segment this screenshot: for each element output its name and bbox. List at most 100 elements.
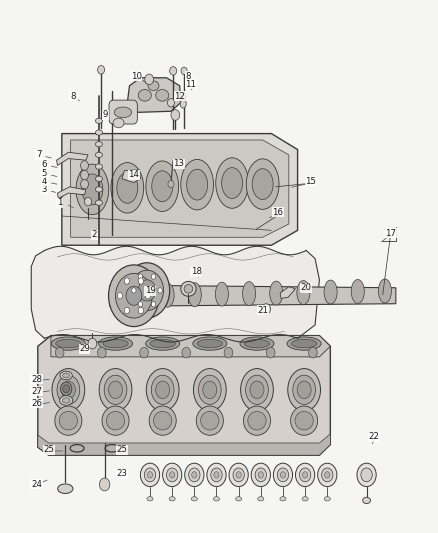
Polygon shape — [280, 287, 295, 298]
Ellipse shape — [95, 118, 102, 124]
Text: 2: 2 — [92, 230, 97, 239]
Ellipse shape — [215, 282, 229, 306]
Ellipse shape — [134, 284, 147, 308]
Circle shape — [98, 348, 106, 358]
Circle shape — [88, 338, 97, 349]
Circle shape — [255, 468, 266, 482]
Ellipse shape — [95, 200, 102, 205]
Circle shape — [182, 348, 191, 358]
Ellipse shape — [150, 340, 175, 348]
Ellipse shape — [191, 497, 198, 501]
Ellipse shape — [95, 142, 102, 147]
Circle shape — [138, 302, 143, 307]
Circle shape — [224, 348, 233, 358]
Text: 25: 25 — [43, 446, 54, 455]
Circle shape — [258, 472, 263, 478]
Circle shape — [109, 265, 159, 327]
Ellipse shape — [113, 118, 124, 128]
Polygon shape — [122, 169, 141, 182]
Ellipse shape — [153, 411, 172, 430]
Circle shape — [138, 280, 155, 301]
Ellipse shape — [169, 497, 175, 501]
Ellipse shape — [99, 337, 133, 350]
Ellipse shape — [287, 337, 321, 350]
Circle shape — [233, 468, 244, 482]
Ellipse shape — [60, 395, 73, 405]
Circle shape — [166, 468, 178, 482]
Circle shape — [158, 288, 162, 293]
Circle shape — [236, 472, 241, 478]
Ellipse shape — [155, 381, 170, 399]
Ellipse shape — [51, 337, 85, 350]
Ellipse shape — [240, 337, 274, 350]
Circle shape — [251, 463, 270, 487]
Ellipse shape — [216, 158, 248, 208]
Ellipse shape — [297, 280, 310, 304]
Text: 27: 27 — [31, 387, 42, 396]
Polygon shape — [110, 285, 396, 306]
Circle shape — [185, 463, 204, 487]
Ellipse shape — [155, 90, 169, 101]
Ellipse shape — [95, 187, 102, 192]
Ellipse shape — [246, 159, 279, 209]
Ellipse shape — [280, 497, 286, 501]
Text: 13: 13 — [173, 159, 184, 168]
Polygon shape — [38, 336, 330, 455]
Ellipse shape — [102, 406, 129, 435]
Ellipse shape — [194, 368, 226, 411]
Ellipse shape — [82, 174, 103, 205]
Circle shape — [308, 348, 317, 358]
Ellipse shape — [240, 368, 273, 411]
Circle shape — [126, 286, 142, 305]
Ellipse shape — [244, 406, 271, 435]
Circle shape — [124, 263, 170, 318]
Ellipse shape — [188, 282, 201, 306]
Text: 11: 11 — [185, 79, 196, 88]
Ellipse shape — [63, 373, 70, 378]
Ellipse shape — [187, 169, 208, 200]
Ellipse shape — [59, 411, 78, 430]
Ellipse shape — [293, 375, 315, 405]
Ellipse shape — [181, 159, 214, 210]
Ellipse shape — [291, 340, 317, 348]
Text: 26: 26 — [31, 399, 42, 408]
Ellipse shape — [213, 497, 219, 501]
Ellipse shape — [203, 381, 217, 399]
Text: 7: 7 — [36, 150, 42, 159]
Ellipse shape — [161, 283, 174, 307]
Circle shape — [117, 293, 123, 299]
Ellipse shape — [147, 497, 153, 501]
Circle shape — [145, 293, 150, 299]
Ellipse shape — [181, 281, 196, 296]
Ellipse shape — [114, 107, 132, 118]
Text: 20: 20 — [301, 283, 312, 292]
Ellipse shape — [295, 411, 313, 430]
Ellipse shape — [152, 171, 173, 201]
Ellipse shape — [95, 152, 102, 158]
Ellipse shape — [184, 285, 193, 293]
Text: 12: 12 — [174, 92, 185, 101]
Text: 19: 19 — [145, 286, 155, 295]
Circle shape — [300, 468, 311, 482]
Ellipse shape — [95, 164, 102, 169]
Ellipse shape — [57, 375, 80, 405]
Circle shape — [81, 179, 88, 189]
Polygon shape — [127, 78, 180, 112]
Text: 29: 29 — [79, 344, 90, 353]
Ellipse shape — [252, 168, 273, 199]
Polygon shape — [51, 336, 330, 357]
Ellipse shape — [196, 406, 223, 435]
Ellipse shape — [60, 371, 72, 379]
Ellipse shape — [297, 381, 311, 399]
Text: 16: 16 — [272, 208, 283, 217]
Ellipse shape — [351, 279, 364, 303]
Text: 23: 23 — [117, 470, 127, 478]
Circle shape — [277, 468, 289, 482]
Ellipse shape — [52, 368, 85, 411]
Ellipse shape — [111, 163, 144, 213]
Circle shape — [229, 463, 248, 487]
Ellipse shape — [76, 164, 109, 215]
Ellipse shape — [148, 81, 159, 91]
Ellipse shape — [244, 340, 270, 348]
Ellipse shape — [117, 172, 138, 203]
